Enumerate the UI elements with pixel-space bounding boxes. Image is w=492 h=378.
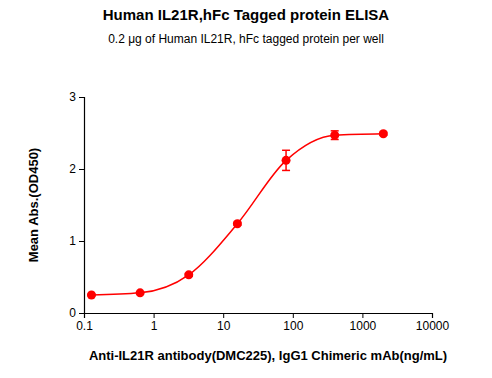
x-axis-line [85,314,433,319]
x-tick-mark [154,313,155,318]
y-tick: 3 [69,90,84,104]
y-tick-label: 2 [69,162,76,176]
data-point [379,129,388,138]
x-tick: 1000 [350,313,377,333]
data-point [136,288,145,297]
x-tick: 0.1 [76,313,93,333]
y-tick-label: 0 [69,306,76,320]
y-axis-title: Mean Abs.(OD450) [26,148,41,262]
y-tick: 0 [69,306,84,320]
plot-area [87,129,388,299]
x-tick: 10 [217,313,231,333]
error-bar-cap [282,150,290,152]
curve [91,134,383,295]
x-tick-mark [293,313,294,318]
error-bar [282,150,290,170]
x-axis-title: Anti-IL21R antibody(DMC225), IgG1 Chimer… [89,348,447,363]
x-tick: 1 [151,313,158,333]
x-tick: 10000 [416,313,450,333]
x-tick: 100 [283,313,303,333]
y-tick-mark [79,169,84,170]
x-tick-mark [223,313,224,318]
x-tick-label: 1 [151,319,158,333]
y-tick-mark [79,241,84,242]
y-tick-mark [79,97,84,98]
data-point [87,291,96,300]
data-point [282,156,291,165]
x-tick-label: 10000 [416,319,450,333]
data-point [184,270,193,279]
x-tick-label: 0.1 [76,319,93,333]
x-tick-mark [432,313,433,318]
data-point [233,219,242,228]
error-bar [331,131,339,140]
y-tick: 1 [69,234,84,248]
title: Human IL21R,hFc Tagged protein ELISA [103,6,390,23]
data-point [330,131,339,140]
y-axis: 0 1 2 3 [69,90,84,320]
y-axis-line [79,98,85,314]
y-tick-label: 1 [69,234,76,248]
x-tick-mark [362,313,363,318]
x-axis: 0.1 1 10 100 1000 10000 [76,313,449,333]
y-tick-label: 3 [69,90,76,104]
y-tick-mark [79,313,84,314]
error-bar-cap [282,170,290,172]
x-tick-label: 10 [217,319,231,333]
x-tick-label: 1000 [350,319,377,333]
x-tick-label: 100 [283,319,303,333]
y-tick: 2 [69,162,84,176]
subtitle: 0.2 μg of Human IL21R, hFc tagged protei… [108,32,384,46]
